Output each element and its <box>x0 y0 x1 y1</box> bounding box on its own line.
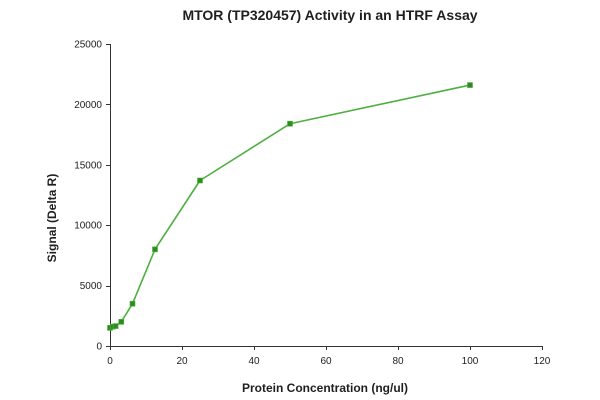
x-ticks: 0 20 40 60 80 100 120 <box>107 346 551 367</box>
x-tick-label: 40 <box>248 356 260 367</box>
y-tick-label: 15000 <box>74 160 102 171</box>
data-point <box>197 177 203 184</box>
y-tick-label: 20000 <box>74 100 102 111</box>
x-tick-label: 60 <box>320 356 332 367</box>
y-tick-label: 25000 <box>74 40 102 51</box>
y-tick-label: 10000 <box>74 221 102 232</box>
data-point <box>112 323 119 329</box>
data-point <box>152 246 158 253</box>
axes <box>110 44 542 347</box>
x-tick-label: 120 <box>534 356 551 367</box>
y-tick-label: 0 <box>96 342 102 353</box>
x-tick-label: 0 <box>107 356 113 367</box>
chart-title: MTOR (TP320457) Activity in an HTRF Assa… <box>182 7 477 23</box>
y-ticks: 0 5000 10000 15000 20000 25000 <box>74 40 110 353</box>
series-layer <box>107 82 473 331</box>
data-point <box>129 300 136 307</box>
x-tick-label: 100 <box>462 356 479 367</box>
y-tick-label: 5000 <box>80 281 103 292</box>
x-tick-label: 20 <box>176 356 188 367</box>
x-axis-label: Protein Concentration (ng/ul) <box>242 381 408 395</box>
data-point <box>287 120 293 127</box>
y-axis-label: Signal (Delta R) <box>45 174 59 263</box>
x-tick-label: 80 <box>392 356 404 367</box>
data-point <box>467 82 473 88</box>
data-point <box>118 319 125 325</box>
